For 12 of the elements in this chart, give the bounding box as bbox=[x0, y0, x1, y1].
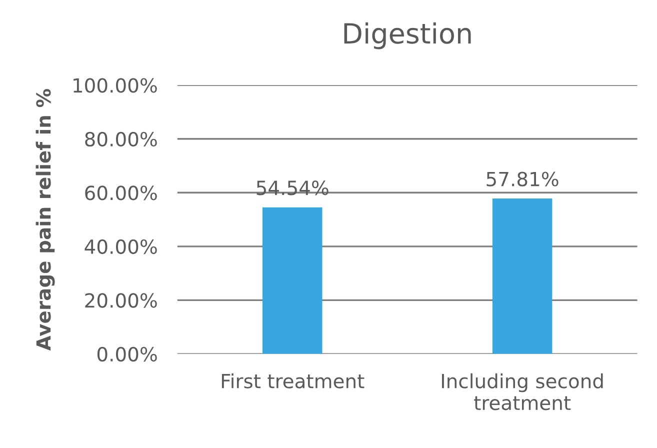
y-tick-label: 60.00% bbox=[85, 186, 157, 200]
chart-title: Digestion bbox=[344, 22, 471, 50]
y-axis-title: Average pain relief in % bbox=[36, 88, 55, 351]
x-tick-label: First treatment bbox=[222, 373, 364, 388]
y-tick-label: 20.00% bbox=[85, 293, 157, 308]
y-tick-label: 100.00% bbox=[74, 78, 157, 93]
x-tick-label: Including second treatment bbox=[442, 373, 603, 410]
data-label: 57.81% bbox=[486, 172, 558, 186]
y-tick-label: 0.00% bbox=[97, 346, 157, 362]
y-tick-label: 40.00% bbox=[84, 239, 157, 254]
data-label: 54.54% bbox=[256, 180, 328, 196]
y-tick-label: 80.00% bbox=[85, 132, 157, 147]
